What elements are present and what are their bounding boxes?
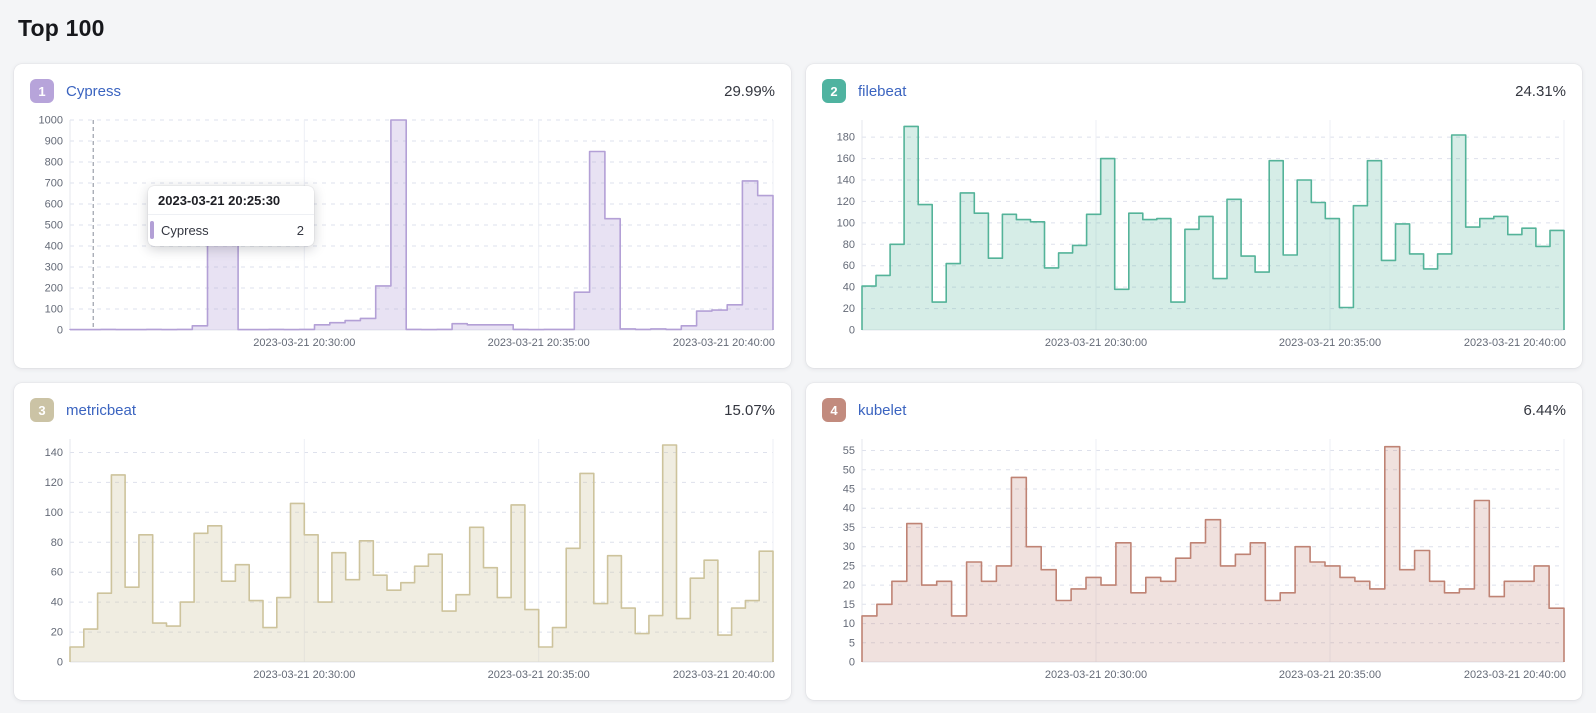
svg-text:55: 55 — [843, 445, 855, 457]
svg-text:50: 50 — [843, 464, 855, 476]
svg-text:120: 120 — [45, 477, 63, 489]
page-title: Top 100 — [18, 15, 105, 41]
svg-text:2023-03-21 20:35:00: 2023-03-21 20:35:00 — [488, 669, 590, 681]
svg-text:15: 15 — [843, 599, 855, 611]
area-chart-metricbeat[interactable]: 0 20 40 60 80 100 120 140 2023-03-21 20:30:00 202… — [30, 433, 775, 686]
svg-text:900: 900 — [45, 136, 63, 148]
svg-text:140: 140 — [45, 447, 63, 459]
tooltip-series-row: Cypress 2 — [148, 215, 314, 246]
svg-text:20: 20 — [51, 627, 63, 639]
tooltip-series-name: Cypress — [161, 222, 209, 238]
chart-svg: 0 20 40 60 80 100 120 140 160 180 2023-03-21 20:30… — [837, 120, 1566, 349]
rank-badge: 3 — [30, 398, 54, 422]
tooltip-timestamp: 2023-03-21 20:25:30 — [148, 186, 314, 215]
svg-text:20: 20 — [843, 580, 855, 592]
card-header: 4 kubelet 6.44% — [822, 397, 1566, 423]
card-header: 3 metricbeat 15.07% — [30, 397, 775, 423]
svg-text:80: 80 — [843, 239, 855, 251]
svg-text:30: 30 — [843, 541, 855, 553]
svg-text:35: 35 — [843, 522, 855, 534]
share-percent: 15.07% — [724, 401, 775, 419]
svg-text:2023-03-21 20:30:00: 2023-03-21 20:30:00 — [1045, 337, 1147, 349]
svg-text:2023-03-21 20:30:00: 2023-03-21 20:30:00 — [253, 337, 355, 349]
svg-text:160: 160 — [837, 153, 855, 165]
card-header: 1 Cypress 29.99% — [30, 78, 775, 104]
svg-text:100: 100 — [837, 217, 855, 229]
tooltip-series-value: 2 — [296, 222, 304, 238]
svg-text:0: 0 — [57, 657, 63, 669]
svg-text:2023-03-21 20:40:00: 2023-03-21 20:40:00 — [1464, 669, 1566, 681]
rank-badge: 1 — [30, 79, 54, 103]
svg-text:600: 600 — [45, 199, 63, 211]
area-chart-kubelet[interactable]: 0 5 10 15 20 25 30 35 40 45 50 55 2023-03-21 20:30:0… — [822, 433, 1566, 686]
series-link-metricbeat[interactable]: metricbeat — [66, 401, 137, 419]
svg-text:40: 40 — [843, 503, 855, 515]
svg-text:2023-03-21 20:30:00: 2023-03-21 20:30:00 — [1045, 669, 1147, 681]
svg-text:60: 60 — [51, 567, 63, 579]
svg-text:2023-03-21 20:40:00: 2023-03-21 20:40:00 — [673, 669, 775, 681]
series-link-filebeat[interactable]: filebeat — [858, 82, 907, 100]
svg-text:0: 0 — [57, 325, 63, 337]
svg-text:500: 500 — [45, 220, 63, 232]
chart-svg: 0 20 40 60 80 100 120 140 2023-03-21 20:30:00 202… — [45, 439, 775, 681]
svg-text:25: 25 — [843, 560, 855, 572]
series-link-kubelet[interactable]: kubelet — [858, 401, 907, 419]
svg-text:5: 5 — [849, 637, 855, 649]
svg-text:20: 20 — [843, 303, 855, 315]
area-chart-filebeat[interactable]: 0 20 40 60 80 100 120 140 160 180 2023-03-21 20:30… — [822, 114, 1566, 354]
svg-text:2023-03-21 20:35:00: 2023-03-21 20:35:00 — [1279, 337, 1381, 349]
chart-svg: 0 100 200 300 400 500 600 700 800 900 1000 2023-03-… — [39, 115, 775, 350]
svg-text:800: 800 — [45, 157, 63, 169]
chart-card-filebeat: 2 filebeat 24.31% 0 20 40 60 80 100 120 140 160 1… — [806, 64, 1582, 368]
chart-svg: 0 5 10 15 20 25 30 35 40 45 50 55 2023-03-21 20:30:0… — [843, 439, 1566, 681]
svg-text:60: 60 — [843, 260, 855, 272]
chart-card-metricbeat: 3 metricbeat 15.07% 0 20 40 60 80 100 120 140 20… — [14, 383, 791, 700]
tooltip-series-marker — [150, 221, 154, 239]
charts-grid: 1 Cypress 29.99% 0 100 200 300 400 500 600 700 8… — [14, 64, 1582, 700]
chart-card-cypress: 1 Cypress 29.99% 0 100 200 300 400 500 600 700 8… — [14, 64, 791, 368]
svg-text:45: 45 — [843, 484, 855, 496]
rank-badge: 4 — [822, 398, 846, 422]
svg-text:0: 0 — [849, 657, 855, 669]
share-percent: 24.31% — [1515, 82, 1566, 100]
svg-text:200: 200 — [45, 283, 63, 295]
svg-text:40: 40 — [51, 597, 63, 609]
svg-text:120: 120 — [837, 196, 855, 208]
share-percent: 6.44% — [1523, 401, 1566, 419]
svg-text:140: 140 — [837, 175, 855, 187]
svg-text:300: 300 — [45, 262, 63, 274]
chart-card-kubelet: 4 kubelet 6.44% 0 5 10 15 20 25 30 35 40 45 50 55 20… — [806, 383, 1582, 700]
svg-text:2023-03-21 20:40:00: 2023-03-21 20:40:00 — [1464, 337, 1566, 349]
series-link-cypress[interactable]: Cypress — [66, 82, 122, 100]
area-chart-cypress[interactable]: 0 100 200 300 400 500 600 700 800 900 1000 2023-03-… — [30, 114, 775, 354]
svg-text:10: 10 — [843, 618, 855, 630]
svg-text:100: 100 — [45, 507, 63, 519]
svg-text:700: 700 — [45, 178, 63, 190]
card-header: 2 filebeat 24.31% — [822, 78, 1566, 104]
svg-text:100: 100 — [45, 304, 63, 316]
svg-text:0: 0 — [849, 325, 855, 337]
share-percent: 29.99% — [724, 82, 775, 100]
chart-tooltip: 2023-03-21 20:25:30 Cypress 2 — [148, 186, 314, 246]
svg-text:80: 80 — [51, 537, 63, 549]
svg-text:400: 400 — [45, 241, 63, 253]
svg-text:40: 40 — [843, 282, 855, 294]
svg-text:2023-03-21 20:30:00: 2023-03-21 20:30:00 — [253, 669, 355, 681]
rank-badge: 2 — [822, 79, 846, 103]
svg-text:2023-03-21 20:35:00: 2023-03-21 20:35:00 — [488, 337, 590, 349]
svg-text:180: 180 — [837, 132, 855, 144]
svg-text:1000: 1000 — [39, 115, 63, 127]
svg-text:2023-03-21 20:40:00: 2023-03-21 20:40:00 — [673, 337, 775, 349]
svg-text:2023-03-21 20:35:00: 2023-03-21 20:35:00 — [1279, 669, 1381, 681]
